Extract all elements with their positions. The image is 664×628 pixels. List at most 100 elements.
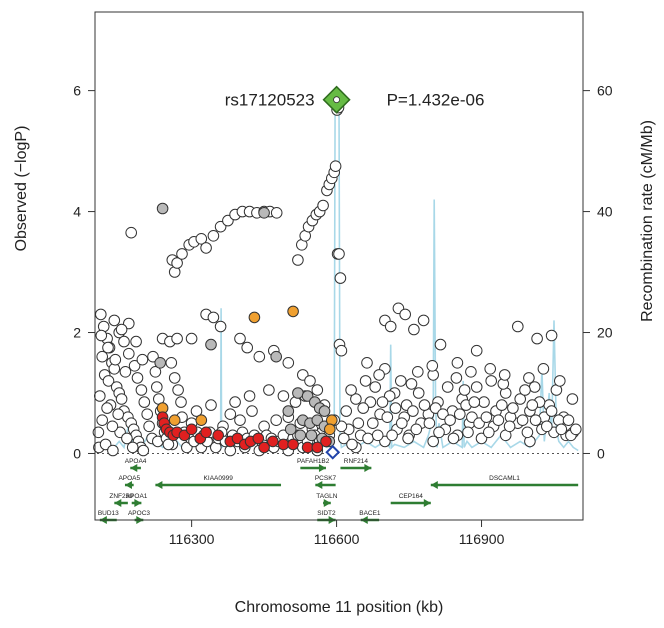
snp-point-white bbox=[503, 420, 516, 433]
snp-point-white bbox=[357, 402, 370, 414]
gene-arrow bbox=[323, 499, 331, 507]
snp-point-white bbox=[570, 423, 582, 436]
snp-point-white bbox=[317, 199, 329, 212]
snp-point-white bbox=[95, 308, 107, 321]
snp-point-white bbox=[450, 372, 463, 384]
snp-point-white bbox=[516, 414, 529, 427]
snp-point-grey bbox=[305, 429, 318, 442]
gene-label: DSCAML1 bbox=[489, 475, 520, 482]
snp-point-red bbox=[320, 435, 332, 448]
blue-diamond-snp bbox=[325, 444, 341, 460]
snp-point-white bbox=[373, 369, 385, 381]
snp-point-white bbox=[361, 357, 373, 369]
snp-point-white bbox=[514, 393, 527, 405]
snp-point-white bbox=[207, 230, 220, 242]
snp-point-white bbox=[128, 360, 141, 372]
snp-point-white bbox=[96, 350, 108, 363]
snp-point-white bbox=[407, 405, 419, 417]
snp-point-white bbox=[115, 393, 128, 405]
snp-point-white bbox=[141, 408, 153, 421]
snp-point-white bbox=[335, 344, 348, 357]
snp-point-white bbox=[531, 332, 543, 345]
snp-point-grey bbox=[292, 387, 304, 399]
snp-point-white bbox=[541, 420, 553, 433]
snp-point-white bbox=[270, 207, 283, 219]
gene-arrow bbox=[315, 481, 323, 489]
snp-point-grey bbox=[318, 405, 331, 417]
snp-point-white bbox=[162, 438, 175, 451]
snp-point-white bbox=[207, 311, 220, 324]
snp-point-white bbox=[426, 360, 439, 372]
snp-point-white bbox=[185, 332, 198, 345]
y2-tick-label: 20 bbox=[597, 325, 613, 341]
snp-point-grey bbox=[258, 207, 270, 219]
snp-point-white bbox=[333, 248, 345, 260]
snp-point-white bbox=[470, 344, 483, 357]
snp-point-white bbox=[234, 414, 246, 427]
gene-label: KIAA0999 bbox=[204, 475, 234, 482]
snp-point-red bbox=[267, 435, 279, 448]
snp-point-white bbox=[282, 357, 295, 369]
snp-point-white bbox=[434, 338, 447, 351]
gene-arrow bbox=[430, 481, 438, 489]
gene-label: APOA1 bbox=[126, 493, 148, 500]
snp-point-white bbox=[483, 426, 495, 439]
snp-point-white bbox=[109, 353, 122, 366]
snp-point-white bbox=[367, 417, 379, 430]
snp-point-white bbox=[102, 341, 114, 354]
snp-point-white bbox=[205, 399, 217, 411]
gene-label: TAGLN bbox=[316, 493, 337, 500]
snp-point-white bbox=[135, 384, 148, 396]
snp-point-white bbox=[447, 432, 460, 445]
snp-point-white bbox=[376, 396, 389, 408]
snp-point-white bbox=[121, 432, 133, 445]
snp-point-orange bbox=[248, 311, 261, 324]
snp-point-red bbox=[258, 441, 270, 454]
snp-point-white bbox=[304, 375, 316, 387]
snp-point-white bbox=[123, 347, 135, 360]
gene-label: CEP164 bbox=[399, 493, 424, 500]
y-axis-label: Observed (−logP) bbox=[13, 126, 30, 252]
snp-point-white bbox=[119, 366, 132, 378]
gene-label: RNF214 bbox=[344, 458, 369, 465]
snp-point-white bbox=[292, 254, 304, 266]
gene-label: PCSK7 bbox=[315, 475, 337, 482]
gene-label: PAFAH1B2 bbox=[297, 458, 330, 465]
gene-label: SIDT2 bbox=[317, 510, 336, 517]
gene-label: BACE1 bbox=[359, 510, 381, 517]
snp-point-white bbox=[190, 405, 203, 417]
snp-point-white bbox=[444, 414, 456, 427]
gene-label: ZNF259 bbox=[109, 493, 133, 500]
gene-label: APOC3 bbox=[128, 510, 150, 517]
snp-point-white bbox=[408, 323, 420, 336]
snp-point-white bbox=[362, 432, 374, 445]
plot-frame bbox=[94, 11, 584, 521]
snp-point-white bbox=[229, 396, 241, 408]
gene-arrow bbox=[364, 464, 372, 472]
snp-point-white bbox=[441, 381, 454, 393]
snp-point-white bbox=[521, 426, 534, 439]
snp-point-white bbox=[554, 375, 566, 387]
top-snp-pvalue: P=1.432e-06 bbox=[387, 91, 485, 110]
snp-point-orange bbox=[168, 414, 181, 427]
snp-point-white bbox=[402, 432, 414, 445]
gene-label: BUD13 bbox=[98, 510, 119, 517]
snp-point-orange bbox=[195, 414, 208, 427]
y2-tick-label: 0 bbox=[597, 445, 605, 461]
snp-point-white bbox=[346, 438, 358, 451]
snp-point-white bbox=[423, 417, 436, 430]
snp-point-white bbox=[566, 393, 579, 405]
y-tick-label: 0 bbox=[73, 445, 81, 461]
snp-point-white bbox=[512, 320, 524, 333]
snp-point-white bbox=[234, 332, 246, 345]
snp-point-white bbox=[480, 411, 493, 424]
snp-point-white bbox=[454, 408, 466, 421]
snp-point-white bbox=[270, 414, 283, 427]
snp-point-white bbox=[462, 426, 474, 439]
snp-point-white bbox=[492, 414, 505, 427]
top-snp-label: rs17120523 bbox=[225, 91, 315, 110]
snp-point-white bbox=[433, 426, 445, 439]
snp-point-white bbox=[507, 402, 519, 414]
snp-point-white bbox=[136, 353, 149, 366]
snp-point-white bbox=[138, 396, 151, 408]
